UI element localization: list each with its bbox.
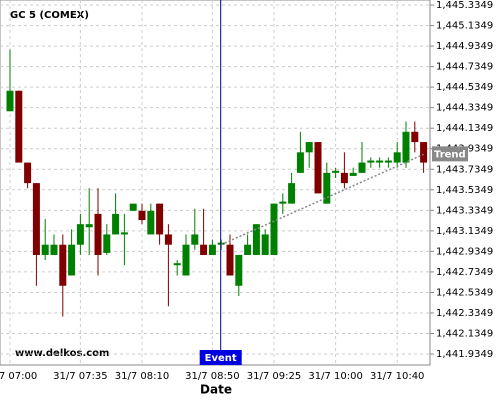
candle-body — [367, 160, 375, 163]
y-tick-label: 1,442.5349 — [436, 287, 493, 298]
candle-body — [235, 254, 243, 286]
x-tick-label: 31/7 08:50 — [185, 371, 239, 382]
candle-body — [182, 244, 190, 276]
watermark: www.delkos.com — [15, 348, 109, 359]
candle-body — [349, 172, 357, 176]
y-tick-label: 1,442.7349 — [436, 267, 493, 278]
candle-body — [164, 234, 172, 245]
candle-body — [24, 162, 32, 184]
y-tick-label: 1,442.1349 — [436, 328, 493, 339]
candle-body — [50, 244, 58, 255]
candle-body — [288, 183, 296, 204]
x-tick-label: 31/7 07:00 — [0, 371, 37, 382]
y-tick-label: 1,445.1349 — [436, 21, 493, 32]
candle-body — [305, 142, 313, 153]
candle-body — [411, 131, 419, 143]
candle-body — [129, 203, 137, 211]
candle-body — [420, 142, 428, 163]
chart-title: GC 5 (COMEX) — [10, 10, 89, 21]
candle-body — [332, 170, 340, 173]
candle-body — [296, 152, 304, 173]
candle-body — [314, 142, 322, 194]
candle-body — [32, 183, 40, 255]
y-tick-label: 1,444.1349 — [436, 123, 493, 134]
event-label: Event — [205, 353, 237, 364]
candle-body — [358, 162, 366, 173]
y-tick-label: 1,442.9349 — [436, 246, 493, 257]
candle-body — [270, 203, 278, 255]
candle-body — [59, 244, 67, 286]
candle-body — [376, 160, 384, 163]
candle-body — [200, 244, 208, 255]
candle-body — [173, 263, 181, 266]
event-label-box — [199, 350, 242, 365]
candle-body — [393, 152, 401, 163]
candle-body — [156, 203, 164, 235]
trend-line — [220, 153, 424, 246]
candle-body — [402, 131, 410, 163]
candle-body — [147, 210, 155, 235]
candle-body — [323, 172, 331, 204]
trend-label-box — [432, 146, 468, 162]
y-tick-label: 1,444.7349 — [436, 62, 493, 73]
x-tick-label: 31/7 07:35 — [53, 371, 107, 382]
candle-body — [279, 201, 287, 204]
candle-body — [41, 244, 49, 255]
y-tick-label: 1,443.7349 — [436, 164, 493, 175]
candle-body — [138, 210, 146, 221]
x-tick-label: 31/7 09:25 — [247, 371, 301, 382]
candle-body — [76, 224, 84, 245]
x-axis-title: Date — [200, 383, 232, 397]
candle-body — [191, 234, 199, 245]
candle-body — [103, 234, 111, 253]
candle-body — [226, 244, 234, 276]
y-tick-label: 1,444.3349 — [436, 103, 493, 114]
y-tick-label: 1,444.5349 — [436, 82, 493, 93]
x-tick-label: 31/7 10:00 — [308, 371, 362, 382]
candle-body — [6, 90, 14, 112]
y-tick-label: 1,442.3349 — [436, 308, 493, 319]
y-tick-label: 1,443.1349 — [436, 226, 493, 237]
y-tick-label: 1,444.9349 — [436, 41, 493, 52]
candle-body — [112, 213, 120, 235]
candle-body — [252, 224, 260, 255]
candle-body — [261, 234, 269, 255]
candle-body — [244, 244, 252, 255]
y-tick-label: 1,441.9349 — [436, 349, 493, 360]
y-tick-label: 1,443.5349 — [436, 185, 493, 196]
y-tick-label: 1,445.3349 — [436, 0, 493, 11]
candle-body — [68, 244, 76, 276]
candle-body — [340, 172, 348, 184]
x-tick-label: 31/7 08:10 — [115, 371, 169, 382]
candle-body — [120, 232, 128, 235]
trend-label: Trend — [434, 149, 466, 160]
x-tick-label: 31/7 10:40 — [370, 371, 424, 382]
y-tick-label: 1,443.3349 — [436, 205, 493, 216]
candle-body — [94, 213, 102, 255]
candle-body — [208, 244, 216, 255]
candle-body — [384, 160, 392, 163]
candle-body — [15, 90, 23, 163]
candle-body — [85, 224, 93, 228]
